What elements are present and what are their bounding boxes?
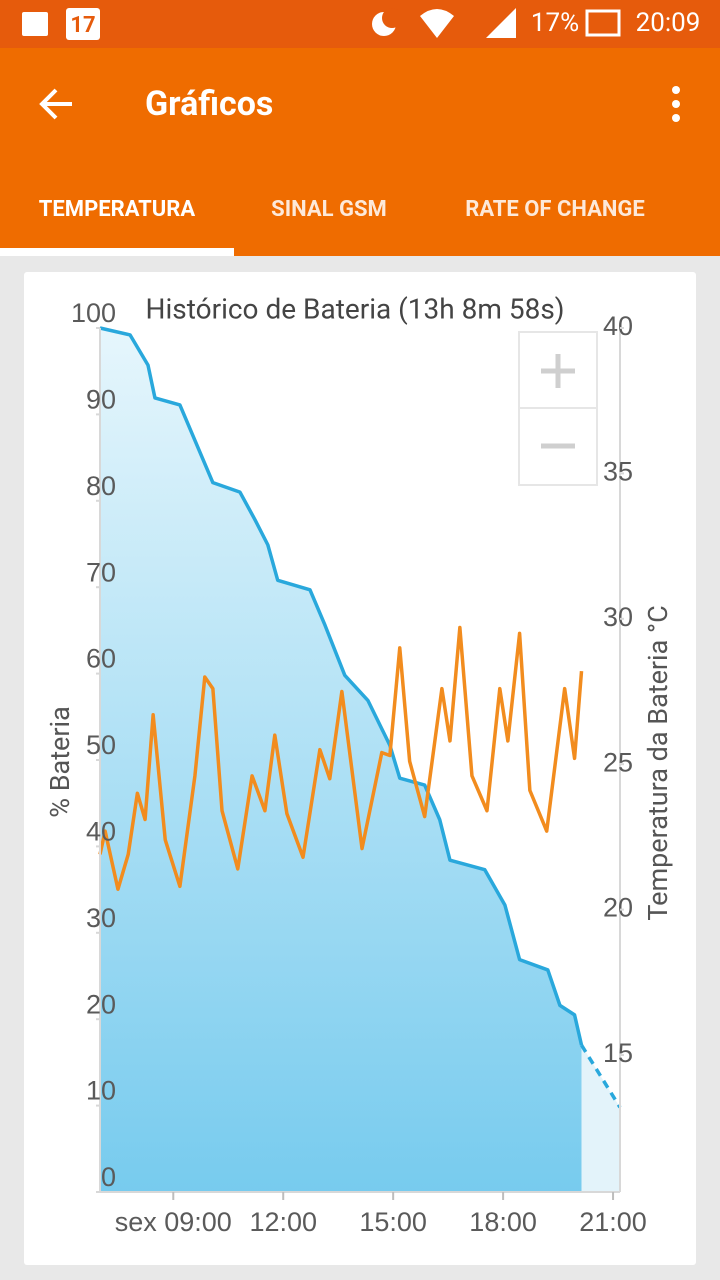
- y2-axis-title: Temperatura da Bateria °C: [642, 605, 674, 920]
- chart-title: Histórico de Bateria (13h 8m 58s): [145, 292, 564, 325]
- y-tick-label: 50: [86, 730, 116, 760]
- signal-icon: [486, 8, 516, 38]
- area: [581, 1045, 620, 1192]
- y-tick-label: 90: [86, 385, 116, 415]
- calendar-icon: [66, 8, 100, 40]
- tab[interactable]: RATE OF CHANGE: [465, 197, 645, 222]
- y-tick-label: 100: [71, 298, 116, 328]
- x-tick-label: 15:00: [359, 1207, 427, 1237]
- y2-tick-label: 20: [603, 893, 633, 923]
- y2-tick-label: 40: [603, 311, 633, 341]
- menu-button[interactable]: [672, 86, 680, 122]
- y-tick-label: 30: [86, 903, 116, 933]
- app-title: Gráficos: [145, 84, 273, 124]
- battery-level: 17%: [531, 8, 579, 38]
- y-tick-label: 40: [86, 817, 116, 847]
- y2-tick-label: 15: [603, 1038, 633, 1068]
- plot: 0 10 20 30 40 50 60 70 80 90 100 15 20 25 30 35 40 sex 09…: [71, 298, 647, 1237]
- back-button[interactable]: [39, 88, 72, 120]
- x-tick-label: 12:00: [249, 1207, 317, 1237]
- y2-tick-label: 25: [603, 747, 633, 777]
- y-tick-label: 0: [101, 1162, 116, 1192]
- x-tick-label: 18:00: [469, 1207, 537, 1237]
- y-axis-title: % Bateria: [44, 706, 76, 818]
- y-tick-label: 70: [86, 557, 116, 587]
- line: [99, 326, 584, 1046]
- calendar-day: 17: [70, 13, 95, 38]
- y2-tick-label: 30: [603, 602, 633, 632]
- app-bar: [0, 48, 720, 256]
- tab-indicator: [0, 248, 234, 256]
- wifi-icon: [420, 9, 454, 38]
- x-tick-label: 21:00: [579, 1207, 647, 1237]
- dnd-cut: [382, 8, 402, 28]
- y-tick-label: 80: [86, 471, 116, 501]
- y-tick-label: 10: [86, 1076, 116, 1106]
- tab[interactable]: TEMPERATURA: [39, 197, 196, 222]
- line: [98, 625, 584, 892]
- status-bar: [0, 0, 720, 48]
- area: [100, 328, 582, 1192]
- clock: 20:09: [636, 8, 701, 38]
- tab[interactable]: SINAL GSM: [271, 197, 387, 222]
- y-tick-label: 20: [86, 989, 116, 1019]
- y-tick-label: 60: [86, 644, 116, 674]
- line: [580, 1044, 622, 1109]
- gallery-icon: [22, 12, 48, 36]
- y2-tick-label: 35: [603, 457, 633, 487]
- zoom-in[interactable]: [541, 354, 575, 388]
- battery-icon: [585, 9, 621, 37]
- x-tick-label: sex 09:00: [115, 1207, 232, 1237]
